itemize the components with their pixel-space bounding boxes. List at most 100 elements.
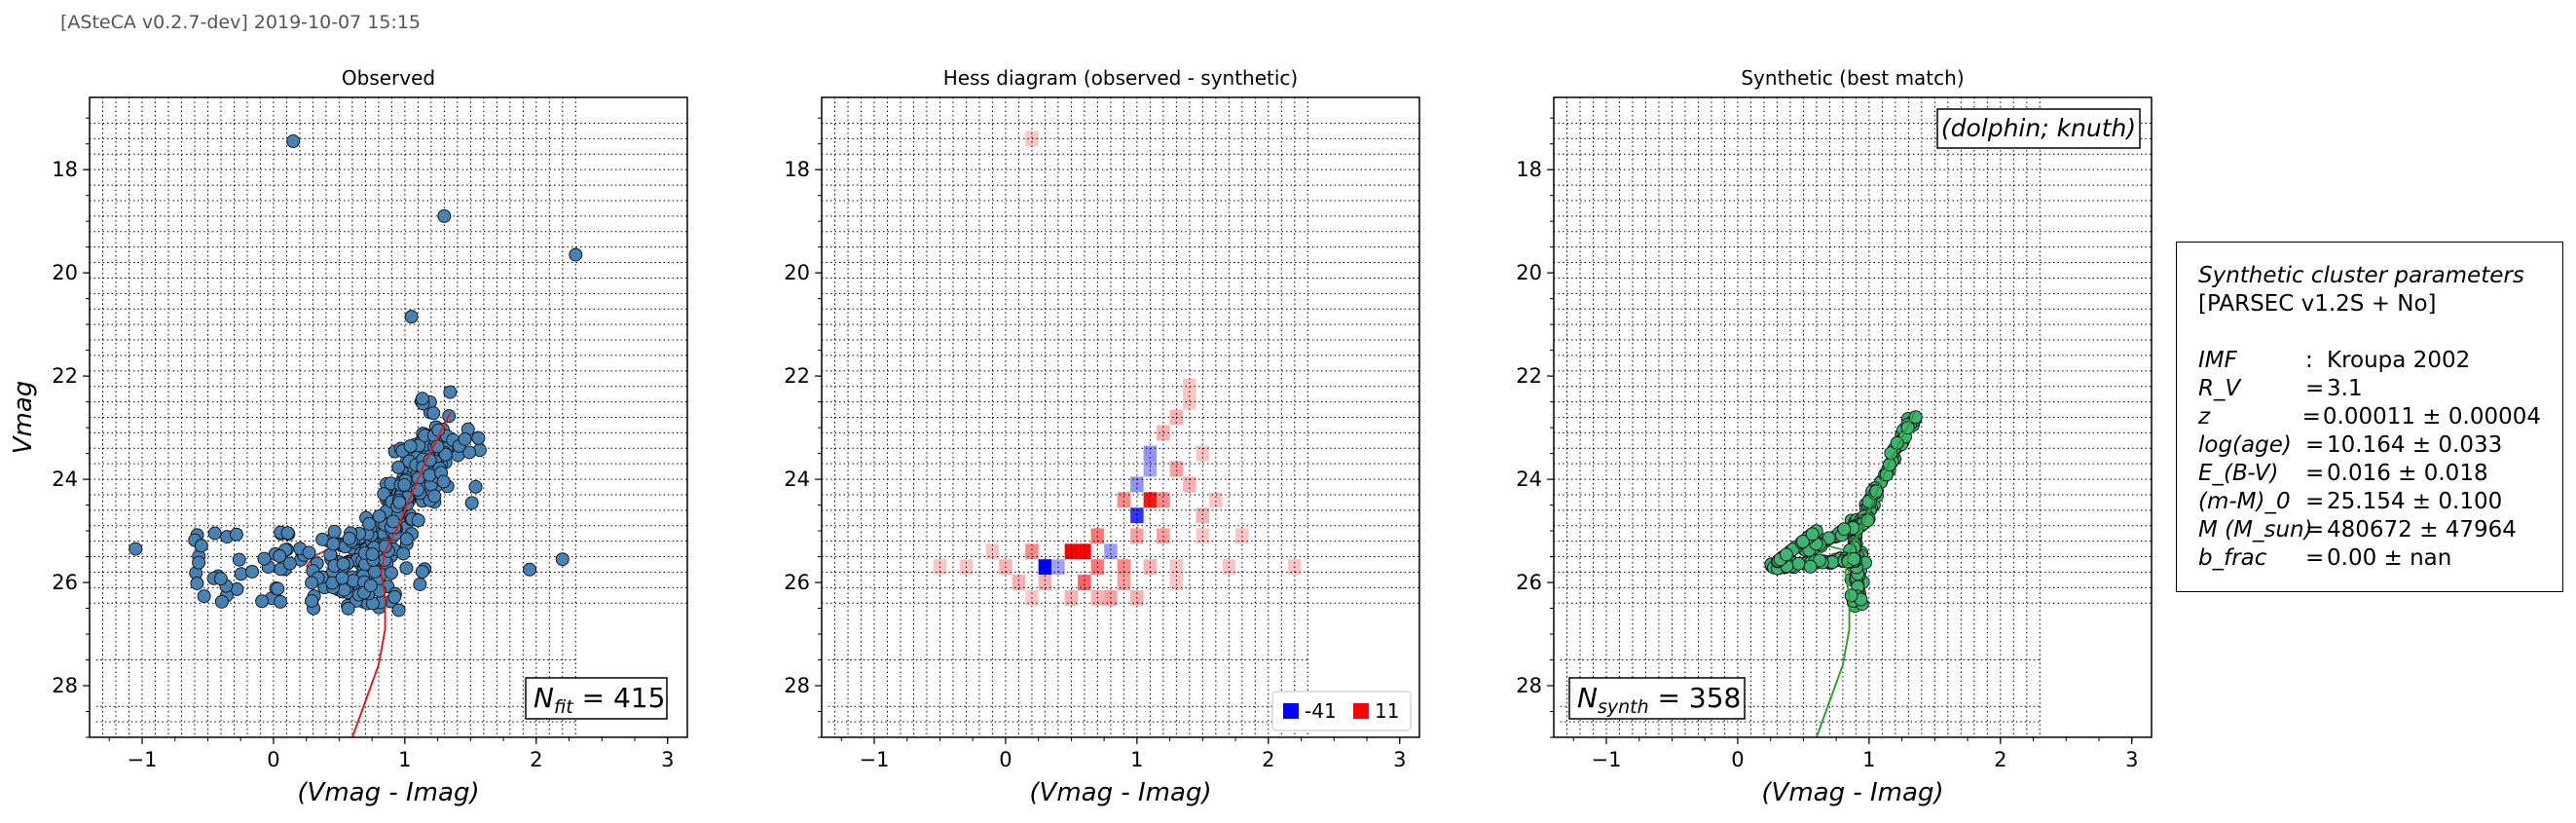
data-point bbox=[363, 579, 378, 593]
data-point bbox=[1837, 522, 1852, 537]
hess-cell bbox=[1130, 507, 1144, 524]
param-key: b_frac bbox=[2198, 545, 2267, 571]
n-annotation-box bbox=[525, 677, 668, 720]
data-point bbox=[436, 474, 451, 489]
param-sep: = bbox=[2305, 517, 2325, 542]
hess-cell bbox=[1117, 492, 1131, 508]
data-point bbox=[413, 577, 427, 591]
param-value: 480672 ± 47964 bbox=[2327, 517, 2517, 542]
x-tick-label: −1 bbox=[1591, 748, 1621, 771]
y-tick-label: 20 bbox=[52, 261, 78, 284]
data-point bbox=[282, 556, 297, 571]
plot-area bbox=[822, 97, 1419, 737]
method-box bbox=[1936, 108, 2141, 149]
hess-cell bbox=[1209, 492, 1223, 508]
param-value: 0.016 ± 0.018 bbox=[2327, 461, 2488, 486]
data-point bbox=[372, 508, 386, 523]
data-point bbox=[367, 564, 382, 579]
legend-swatch bbox=[1353, 703, 1369, 719]
param-row: IMF: Kroupa 2002 bbox=[2198, 347, 2541, 375]
x-tick-label: −1 bbox=[127, 748, 157, 771]
legend-label: -41 bbox=[1305, 699, 1337, 723]
x-tick-label: 3 bbox=[2125, 748, 2138, 771]
hess-cell bbox=[1078, 543, 1091, 560]
hess-cell bbox=[1012, 575, 1026, 590]
param-value: 25.154 ± 0.100 bbox=[2327, 489, 2503, 514]
data-point bbox=[336, 557, 350, 572]
y-tick-label: 24 bbox=[52, 468, 78, 491]
data-point bbox=[190, 576, 204, 590]
data-point bbox=[391, 603, 406, 617]
x-axis-label: (Vmag - Imag) bbox=[1761, 778, 1943, 807]
data-point bbox=[302, 545, 316, 560]
param-key: IMF bbox=[2198, 348, 2237, 373]
data-point bbox=[286, 134, 301, 149]
data-point bbox=[1805, 527, 1820, 542]
param-row: (m-M)_0 = 25.154 ± 0.100 bbox=[2198, 488, 2541, 516]
data-point bbox=[415, 392, 429, 406]
data-point bbox=[342, 531, 356, 545]
x-tick-label: 2 bbox=[530, 748, 542, 771]
hess-cell bbox=[1025, 543, 1039, 560]
data-point bbox=[207, 526, 222, 541]
param-value: 0.00011 ± 0.00004 bbox=[2322, 404, 2541, 430]
hess-cell bbox=[1169, 575, 1184, 590]
data-point bbox=[365, 546, 380, 561]
data-point bbox=[1882, 458, 1896, 472]
params-subtitle: [PARSEC v1.2S + No] bbox=[2198, 291, 2437, 317]
data-point bbox=[392, 495, 407, 509]
data-point bbox=[280, 526, 295, 541]
data-point bbox=[362, 516, 377, 531]
param-key: E_(B-V) bbox=[2198, 461, 2279, 486]
hess-legend bbox=[1271, 691, 1412, 731]
data-point bbox=[464, 496, 479, 510]
hess-cell bbox=[1183, 378, 1196, 394]
y-tick-label: 26 bbox=[1516, 571, 1542, 594]
data-point bbox=[1779, 547, 1793, 562]
param-sep: = bbox=[2305, 489, 2325, 514]
legend-swatch bbox=[1283, 703, 1299, 719]
data-point bbox=[326, 537, 341, 551]
x-tick-label: 3 bbox=[1393, 748, 1406, 771]
data-point bbox=[229, 527, 243, 542]
data-point bbox=[271, 581, 285, 596]
param-key: z bbox=[2198, 404, 2211, 430]
n-annotation: Nfit = 415 bbox=[534, 682, 665, 718]
data-point bbox=[391, 460, 406, 474]
data-point bbox=[438, 447, 453, 462]
hess-cell bbox=[1038, 575, 1052, 590]
param-row: b_frac = 0.00 ± nan bbox=[2198, 544, 2541, 573]
axes-frame bbox=[1553, 96, 2153, 738]
legend-label: 11 bbox=[1375, 699, 1399, 723]
y-tick-label: 26 bbox=[52, 571, 78, 594]
param-value: 0.00 ± nan bbox=[2327, 545, 2452, 571]
param-key: M (M_sun) bbox=[2198, 517, 2313, 542]
panel-1: −1 0 1 2 3 18 20 22 24 26 28 Observed (Vmag - Imag) V… bbox=[9, 66, 688, 807]
plot-area bbox=[90, 97, 687, 737]
param-sep: : bbox=[2305, 348, 2313, 373]
param-value: Kroupa 2002 bbox=[2327, 348, 2471, 373]
hess-cell bbox=[1183, 393, 1196, 410]
y-tick-label: 22 bbox=[1516, 364, 1542, 388]
hess-cell bbox=[1169, 461, 1184, 477]
param-row: E_(B-V) = 0.016 ± 0.018 bbox=[2198, 460, 2541, 488]
data-point bbox=[335, 571, 350, 585]
data-point bbox=[468, 479, 483, 494]
panel-3: −1 0 1 2 3 18 20 22 24 26 28 Synthetic (best match)… bbox=[1516, 66, 2153, 807]
data-point bbox=[403, 438, 418, 453]
data-point bbox=[458, 431, 472, 446]
y-axis-label: Vmag bbox=[9, 381, 38, 455]
param-sep: = bbox=[2305, 376, 2325, 401]
data-point bbox=[427, 489, 442, 504]
data-point bbox=[214, 594, 229, 609]
data-point bbox=[327, 524, 342, 539]
data-point bbox=[462, 445, 477, 460]
data-point bbox=[384, 566, 398, 580]
param-sep: = bbox=[2301, 404, 2321, 430]
data-point bbox=[232, 552, 246, 567]
param-row: z = 0.00011 ± 0.00004 bbox=[2198, 403, 2541, 431]
hess-cell bbox=[1078, 575, 1091, 590]
data-point bbox=[197, 589, 211, 604]
method-label: (dolphin; knuth) bbox=[1941, 114, 2136, 142]
